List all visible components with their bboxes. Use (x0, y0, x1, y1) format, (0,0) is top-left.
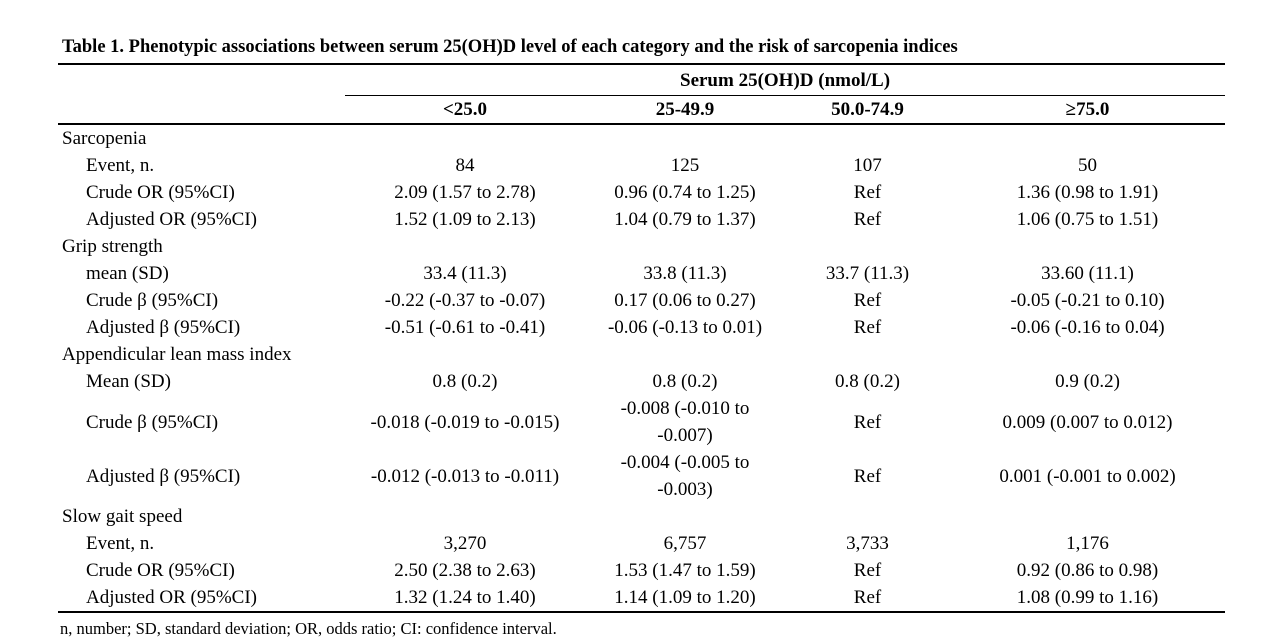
column-header-50-74: 50.0-74.9 (785, 95, 950, 125)
cell-value: 0.9 (0.2) (1055, 371, 1120, 392)
row-label: Crude β (95%CI) (86, 411, 219, 433)
cell-value: 125 (670, 155, 700, 176)
cell-value: 107 (853, 155, 882, 176)
cell-value: Ref (785, 584, 950, 613)
cell-value: 1.14 (1.09 to 1.20) (585, 584, 785, 613)
cell-value: 33.4 (11.3) (423, 263, 507, 284)
cell-value: 0.17 (0.06 to 0.27) (614, 290, 756, 311)
cell-value: -0.004 (-0.005 to -0.003) (620, 452, 750, 500)
table-row: Crude β (95%CI) -0.22 (-0.37 to -0.07) 0… (58, 287, 1225, 314)
column-header-ge75: ≥75.0 (950, 95, 1226, 125)
cell-value: 1.53 (1.47 to 1.59) (614, 560, 756, 581)
cell-value: 33.8 (11.3) (643, 263, 727, 284)
cell-value: 2.50 (2.38 to 2.63) (394, 560, 536, 581)
spanner-row: Serum 25(OH)D (nmol/L) (58, 65, 1226, 96)
row-label: Crude OR (95%CI) (86, 560, 235, 581)
table-title: Table 1. Phenotypic associations between… (58, 36, 1225, 65)
row-label: Crude β (95%CI) (86, 290, 219, 311)
cell-value: -0.51 (-0.61 to -0.41) (384, 317, 546, 338)
cell-value: Ref (853, 182, 882, 203)
section-header-row: Appendicular lean mass index (58, 341, 1225, 368)
cell-value: 3,270 (443, 533, 487, 554)
cell-value: -0.012 (-0.013 to -0.011) (370, 465, 560, 487)
table-row: Adjusted β (95%CI) -0.012 (-0.013 to -0.… (58, 449, 1225, 503)
cell-value: 1.36 (0.98 to 1.91) (1016, 182, 1159, 203)
cell-value: Ref (853, 560, 882, 581)
column-header-lt25: <25.0 (345, 95, 585, 125)
row-label: Adjusted β (95%CI) (86, 465, 241, 487)
cell-value: 3,733 (846, 533, 889, 554)
row-label: Event, n. (86, 533, 155, 554)
spanner-header: Serum 25(OH)D (nmol/L) (345, 65, 1226, 96)
row-label: Adjusted β (95%CI) (86, 317, 241, 338)
column-header-25-49: 25-49.9 (585, 95, 785, 125)
cell-value: 0.92 (0.86 to 0.98) (1016, 560, 1159, 581)
table-row: Crude OR (95%CI) 2.09 (1.57 to 2.78) 0.9… (58, 179, 1225, 206)
table-row: Adjusted OR (95%CI) 1.32 (1.24 to 1.40) … (58, 584, 1226, 613)
section-title: Sarcopenia (62, 128, 147, 149)
section-title: Slow gait speed (62, 506, 183, 527)
cell-value: 33.7 (11.3) (825, 263, 910, 284)
section-header-row: Sarcopenia (58, 124, 1225, 152)
spanner-spacer-cell (58, 65, 345, 96)
cell-value: 0.96 (0.74 to 1.25) (614, 182, 756, 203)
cell-value: 2.09 (1.57 to 2.78) (394, 182, 536, 203)
section-header-row: Slow gait speed (58, 503, 1225, 530)
cell-value: 0.8 (0.2) (432, 371, 498, 392)
cell-value: 0.8 (0.2) (652, 371, 718, 392)
cell-value: 1.04 (0.79 to 1.37) (614, 209, 756, 230)
table-row: mean (SD) 33.4 (11.3) 33.8 (11.3) 33.7 (… (58, 260, 1225, 287)
section-title: Grip strength (62, 236, 163, 257)
section-title: Appendicular lean mass index (62, 344, 292, 365)
cell-value: 50 (1078, 155, 1098, 176)
table-row: Crude OR (95%CI) 2.50 (2.38 to 2.63) 1.5… (58, 557, 1225, 584)
table-row: Adjusted OR (95%CI) 1.52 (1.09 to 2.13) … (58, 206, 1225, 233)
cell-value: 0.001 (-0.001 to 0.002) (999, 465, 1176, 487)
row-label: Mean (SD) (86, 371, 171, 392)
cell-value: 1,176 (1066, 533, 1109, 554)
cell-value: 0.8 (0.2) (835, 371, 900, 392)
column-header-row: <25.0 25-49.9 50.0-74.9 ≥75.0 (58, 95, 1226, 125)
row-label: Adjusted OR (95%CI) (86, 209, 257, 230)
cell-value: Ref (853, 209, 882, 230)
cell-value: 1.52 (1.09 to 2.13) (394, 209, 536, 230)
cell-value: 84 (455, 155, 475, 176)
cell-value: Ref (853, 411, 882, 433)
table-row: Mean (SD) 0.8 (0.2) 0.8 (0.2) 0.8 (0.2) … (58, 368, 1225, 395)
table-row: Event, n. 84 125 107 50 (58, 152, 1225, 179)
cell-value: 33.60 (11.1) (1041, 263, 1134, 284)
row-label: Crude OR (95%CI) (86, 182, 235, 203)
cell-value: Ref (853, 290, 882, 311)
cell-value: 1.32 (1.24 to 1.40) (345, 584, 585, 613)
cell-value: -0.06 (-0.13 to 0.01) (607, 317, 763, 338)
cell-value: -0.05 (-0.21 to 0.10) (1010, 290, 1165, 311)
row-label: mean (SD) (86, 263, 169, 284)
row-label: Event, n. (86, 155, 155, 176)
cell-value: 0.009 (0.007 to 0.012) (1002, 411, 1173, 433)
row-label: Adjusted OR (95%CI) (58, 584, 345, 613)
cell-value: 1.06 (0.75 to 1.51) (1016, 209, 1159, 230)
table-row: Crude β (95%CI) -0.018 (-0.019 to -0.015… (58, 395, 1225, 449)
cell-value: -0.06 (-0.16 to 0.04) (1010, 317, 1165, 338)
cell-value: 6,757 (663, 533, 707, 554)
table-row: Event, n. 3,270 6,757 3,733 1,176 (58, 530, 1225, 557)
cell-value: -0.22 (-0.37 to -0.07) (384, 290, 546, 311)
cell-value: -0.018 (-0.019 to -0.015) (370, 411, 560, 433)
table-row: Adjusted β (95%CI) -0.51 (-0.61 to -0.41… (58, 314, 1225, 341)
cell-value: 1.08 (0.99 to 1.16) (950, 584, 1226, 613)
row-label-header-cell (58, 95, 345, 125)
cell-value: Ref (853, 317, 882, 338)
cell-value: -0.008 (-0.010 to -0.007) (620, 398, 750, 446)
table-footnote: n, number; SD, standard deviation; OR, o… (60, 619, 557, 638)
data-table: Serum 25(OH)D (nmol/L) <25.0 25-49.9 50.… (58, 65, 1226, 613)
cell-value: Ref (853, 465, 882, 487)
section-header-row: Grip strength (58, 233, 1225, 260)
